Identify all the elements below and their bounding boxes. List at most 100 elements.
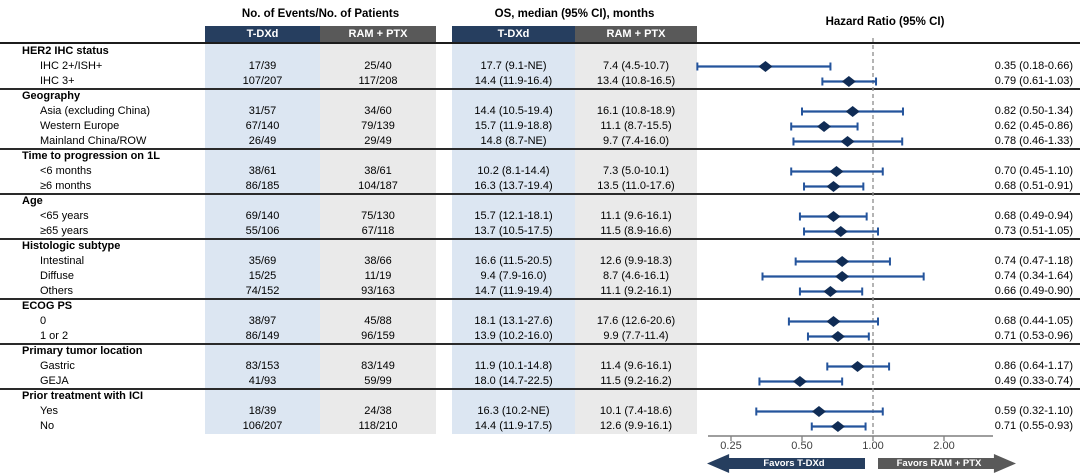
subgroup-row-label: No	[40, 420, 55, 432]
os-median-ram-ptx-value: 11.1 (9.6-16.1)	[600, 210, 672, 222]
subgroup-section-label: Prior treatment with ICI	[22, 390, 144, 402]
events-patients-header: No. of Events/No. of Patients	[241, 8, 400, 20]
hr-point-diamond	[826, 211, 841, 222]
events-tdxd-value: 107/207	[242, 75, 283, 87]
os-median-ram-ptx-value: 11.1 (8.7-15.5)	[600, 120, 672, 132]
os-median-tdxd-value: 13.9 (10.2-16.0)	[474, 330, 553, 342]
os-median-tdxd-value: 9.4 (7.9-16.0)	[480, 270, 547, 282]
subgroup-row-label: Western Europe	[40, 120, 120, 132]
events-tdxd-value: 18/39	[248, 405, 277, 417]
hazard-ratio-value: 0.68 (0.51-0.91)	[994, 180, 1073, 192]
hr-point-diamond	[830, 331, 845, 342]
hazard-ratio-value: 0.71 (0.53-0.96)	[994, 330, 1073, 342]
subgroup-row-label: IHC 2+/ISH+	[40, 60, 103, 72]
events-ram-ptx-value: 104/187	[358, 180, 398, 192]
subgroup-row-label: IHC 3+	[40, 75, 75, 87]
hazard-ratio-value: 0.35 (0.18-0.66)	[994, 60, 1073, 72]
subgroup-row-label: Yes	[40, 405, 58, 417]
events-tdxd-value: 15/25	[248, 270, 277, 282]
os-median-ram-ptx-value: 13.5 (11.0-17.6)	[597, 180, 675, 192]
subgroup-section-label: Primary tumor location	[22, 345, 143, 357]
events-tdxd-value: 83/153	[245, 360, 280, 372]
subgroup-section-label: Time to progression on 1L	[22, 150, 160, 162]
events-ram-ptx-value: 117/208	[358, 75, 398, 87]
os-median-tdxd-value: 14.4 (11.9-17.5)	[474, 420, 553, 432]
hr-point-diamond	[850, 361, 865, 372]
column-header-os-tdxd: T-DXd	[452, 26, 575, 43]
hr-point-diamond	[835, 271, 850, 282]
subgroup-row-label: <6 months	[40, 165, 92, 177]
hazard-ratio-value: 0.73 (0.51-1.05)	[994, 225, 1073, 237]
hazard-ratio-value: 0.70 (0.45-1.10)	[994, 165, 1073, 177]
header-rule	[0, 42, 1080, 44]
events-ram-ptx-value: 45/88	[364, 315, 392, 327]
hazard-ratio-header: Hazard Ratio (95% CI)	[825, 16, 945, 28]
subgroup-row-label: ≥65 years	[40, 225, 89, 237]
hr-point-diamond	[817, 121, 832, 132]
os-median-tdxd-value: 11.9 (10.1-14.8)	[474, 360, 553, 372]
events-ram-ptx-value: 38/61	[364, 165, 392, 177]
subgroup-row-label: <65 years	[40, 210, 89, 222]
os-median-ram-ptx-value: 11.5 (9.2-16.2)	[600, 375, 672, 387]
events-tdxd-value: 67/140	[245, 120, 280, 132]
os-median-ram-ptx-value: 11.1 (9.2-16.1)	[600, 285, 672, 297]
events-tdxd-value: 35/69	[248, 255, 277, 267]
hr-point-diamond	[792, 376, 807, 387]
hazard-ratio-value: 0.59 (0.32-1.10)	[994, 405, 1073, 417]
os-median-tdxd-value: 16.3 (10.2-NE)	[477, 405, 550, 417]
hr-point-diamond	[826, 181, 841, 192]
events-ram-ptx-value: 38/66	[364, 255, 392, 267]
subgroup-row-label: ≥6 months	[40, 180, 92, 192]
hazard-ratio-value: 0.71 (0.55-0.93)	[994, 420, 1073, 432]
os-median-header: OS, median (95% CI), months	[494, 8, 655, 20]
events-ram-ptx-value: 59/99	[364, 375, 392, 387]
hazard-ratio-value: 0.74 (0.47-1.18)	[994, 255, 1073, 267]
column-header-os-ram-ptx: RAM + PTX	[575, 26, 697, 43]
section-divider	[0, 148, 1080, 150]
favors-ram-ptx-label: Favors RAM + PTX	[896, 458, 982, 469]
section-divider	[0, 298, 1080, 300]
subgroup-row-label: Gastric	[40, 360, 75, 372]
subgroup-row-label: Diffuse	[40, 270, 75, 282]
hr-point-diamond	[841, 76, 856, 87]
events-ram-ptx-value: 11/19	[364, 270, 392, 282]
os-median-ram-ptx-value: 12.6 (9.9-18.3)	[599, 255, 673, 267]
hr-point-diamond	[758, 61, 773, 72]
events-ram-ptx-value: 25/40	[364, 60, 392, 72]
events-ram-ptx-value: 83/149	[361, 360, 395, 372]
events-tdxd-value: 55/106	[245, 225, 280, 237]
os-median-tdxd-value: 13.7 (10.5-17.5)	[474, 225, 553, 237]
section-divider	[0, 343, 1080, 345]
events-tdxd-value: 74/152	[245, 285, 280, 297]
os-median-tdxd-value: 16.3 (13.7-19.4)	[474, 180, 553, 192]
os-median-tdxd-value: 18.1 (13.1-27.6)	[474, 315, 553, 327]
os-median-ram-ptx-value: 11.5 (8.9-16.6)	[600, 225, 672, 237]
hr-point-diamond	[829, 166, 844, 177]
events-tdxd-value: 38/61	[248, 165, 277, 177]
events-ram-ptx-value: 34/60	[364, 105, 392, 117]
hazard-ratio-value: 0.74 (0.34-1.64)	[994, 270, 1073, 282]
os-median-tdxd-value: 18.0 (14.7-22.5)	[474, 375, 553, 387]
os-median-ram-ptx-value: 9.7 (7.4-16.0)	[602, 135, 670, 147]
hr-point-diamond	[830, 421, 845, 432]
events-ram-ptx-value: 75/130	[361, 210, 395, 222]
hazard-ratio-value: 0.86 (0.64-1.17)	[994, 360, 1073, 372]
os-median-ram-ptx-value: 9.9 (7.7-11.4)	[603, 330, 669, 342]
axis-tick-label: 1.00	[862, 440, 884, 452]
events-tdxd-value: 86/149	[245, 330, 280, 342]
events-tdxd-value: 31/57	[248, 105, 277, 117]
section-divider	[0, 388, 1080, 390]
hr-point-diamond	[826, 316, 841, 327]
axis-tick-label: 0.25	[720, 440, 742, 452]
os-median-ram-ptx-value: 12.6 (9.9-16.1)	[599, 420, 673, 432]
hr-point-diamond	[845, 106, 860, 117]
axis-tick-label: 2.00	[933, 440, 955, 452]
events-tdxd-value: 17/39	[248, 60, 277, 72]
os-median-tdxd-value: 14.8 (8.7-NE)	[480, 135, 547, 147]
hazard-ratio-value: 0.62 (0.45-0.86)	[994, 120, 1073, 132]
subgroup-row-label: Mainland China/ROW	[40, 135, 147, 147]
events-tdxd-value: 69/140	[245, 210, 280, 222]
os-median-ram-ptx-value: 17.6 (12.6-20.6)	[596, 315, 676, 327]
subgroup-row-label: 1 or 2	[40, 330, 69, 342]
